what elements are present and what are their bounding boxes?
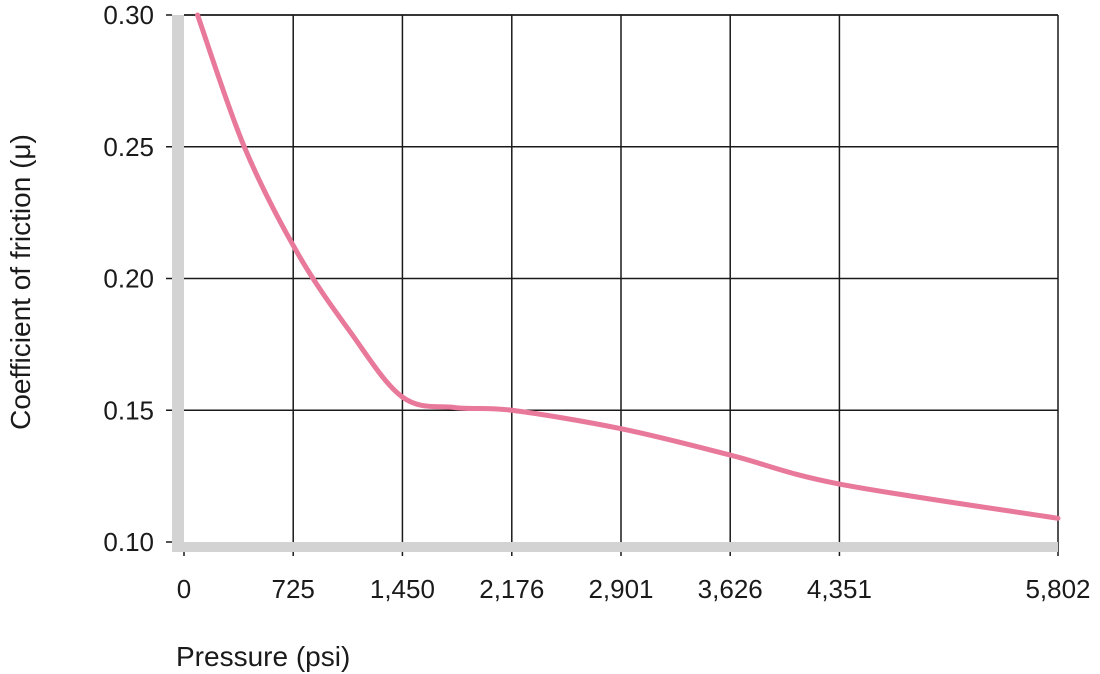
x-axis-title: Pressure (psi) [176, 641, 350, 672]
axis-layer [172, 15, 1058, 552]
y-tick-label: 0.20 [103, 264, 154, 294]
x-tick-label: 725 [272, 574, 315, 604]
x-axis-bar [172, 542, 1058, 552]
x-tick-label: 4,351 [807, 574, 872, 604]
y-axis-title: Coefficient of friction (μ) [5, 134, 36, 430]
friction-series-line [195, 12, 1061, 521]
x-tick-label: 0 [177, 574, 191, 604]
x-tick-label: 2,176 [479, 574, 544, 604]
series-layer [195, 12, 1061, 521]
y-tick-label: 0.25 [103, 132, 154, 162]
x-tick-label: 5,802 [1025, 574, 1090, 604]
x-tick-label: 2,901 [588, 574, 653, 604]
y-tick-label: 0.15 [103, 395, 154, 425]
x-tick-label: 1,450 [370, 574, 435, 604]
y-axis-bar [172, 15, 184, 550]
tick-labels: 0.10 0.15 0.20 0.25 0.30 0 725 1,450 2,176 2,901 3… [103, 0, 1090, 604]
y-tick-label: 0.10 [103, 527, 154, 557]
grid-layer [166, 14, 1059, 556]
y-tick-label: 0.30 [103, 0, 154, 30]
x-tick-label: 3,626 [698, 574, 763, 604]
